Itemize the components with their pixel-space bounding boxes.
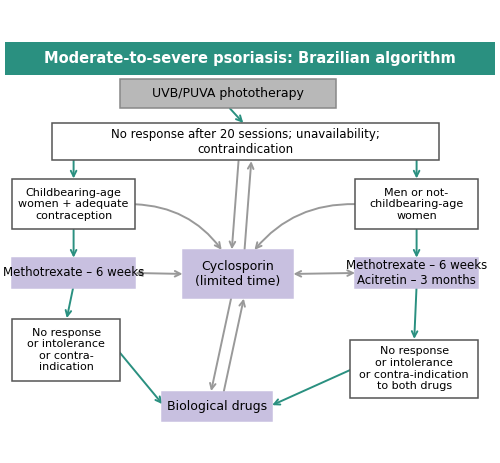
FancyBboxPatch shape [356,258,478,288]
FancyBboxPatch shape [162,392,272,421]
Text: No response
or intolerance
or contra-indication
to both drugs: No response or intolerance or contra-ind… [360,346,469,391]
Text: UVB/PUVA phototherapy: UVB/PUVA phototherapy [152,87,304,100]
Text: Biological drugs: Biological drugs [167,400,267,413]
FancyBboxPatch shape [52,123,438,160]
FancyBboxPatch shape [12,179,135,229]
Text: Men or not-
childbearing-age
women: Men or not- childbearing-age women [370,188,464,221]
FancyBboxPatch shape [12,258,135,288]
Text: No response
or intolerance
or contra-
indication: No response or intolerance or contra- in… [28,328,105,372]
FancyBboxPatch shape [12,319,120,381]
Text: No response after 20 sessions; unavailability;
contraindication: No response after 20 sessions; unavailab… [110,128,380,156]
FancyBboxPatch shape [350,339,478,398]
FancyBboxPatch shape [356,179,478,229]
Text: Childbearing-age
women + adequate
contraception: Childbearing-age women + adequate contra… [18,188,129,221]
FancyBboxPatch shape [183,250,293,298]
Text: Moderate-to-severe psoriasis: Brazilian algorithm: Moderate-to-severe psoriasis: Brazilian … [44,51,456,66]
Text: Cyclosporin
(limited time): Cyclosporin (limited time) [196,260,280,288]
Text: Methotrexate – 6 weeks
Acitretin – 3 months: Methotrexate – 6 weeks Acitretin – 3 mon… [346,259,487,287]
FancyBboxPatch shape [5,42,495,75]
Text: Methotrexate – 6 weeks: Methotrexate – 6 weeks [3,266,144,280]
FancyBboxPatch shape [120,79,336,108]
